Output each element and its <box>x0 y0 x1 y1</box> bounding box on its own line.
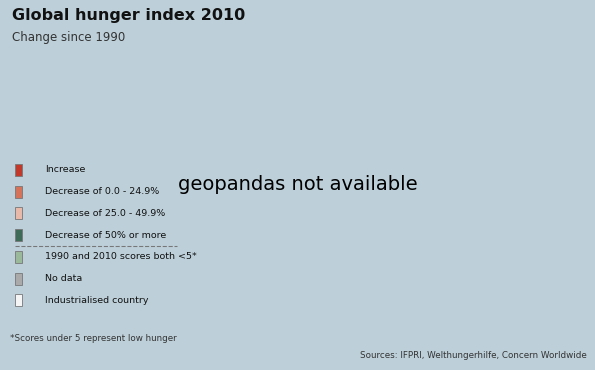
Text: Increase: Increase <box>45 165 86 174</box>
Text: Decrease of 0.0 - 24.9%: Decrease of 0.0 - 24.9% <box>45 187 159 196</box>
Bar <box>15 295 23 306</box>
Bar <box>15 251 23 263</box>
Text: geopandas not available: geopandas not available <box>178 175 417 195</box>
Bar <box>15 185 23 198</box>
Text: No data: No data <box>45 274 83 283</box>
Bar <box>15 164 23 176</box>
Text: Change since 1990: Change since 1990 <box>12 31 126 44</box>
Text: 1990 and 2010 scores both <5*: 1990 and 2010 scores both <5* <box>45 252 197 261</box>
Text: Global hunger index 2010: Global hunger index 2010 <box>12 8 246 23</box>
Text: Industrialised country: Industrialised country <box>45 296 149 305</box>
Text: *Scores under 5 represent low hunger: *Scores under 5 represent low hunger <box>10 334 176 343</box>
Text: Decrease of 25.0 - 49.9%: Decrease of 25.0 - 49.9% <box>45 209 165 218</box>
Text: Decrease of 50% or more: Decrease of 50% or more <box>45 231 167 239</box>
Text: Sources: IFPRI, Welthungerhilfe, Concern Worldwide: Sources: IFPRI, Welthungerhilfe, Concern… <box>360 352 587 360</box>
Bar <box>15 273 23 285</box>
Bar <box>15 207 23 219</box>
Bar <box>15 229 23 241</box>
